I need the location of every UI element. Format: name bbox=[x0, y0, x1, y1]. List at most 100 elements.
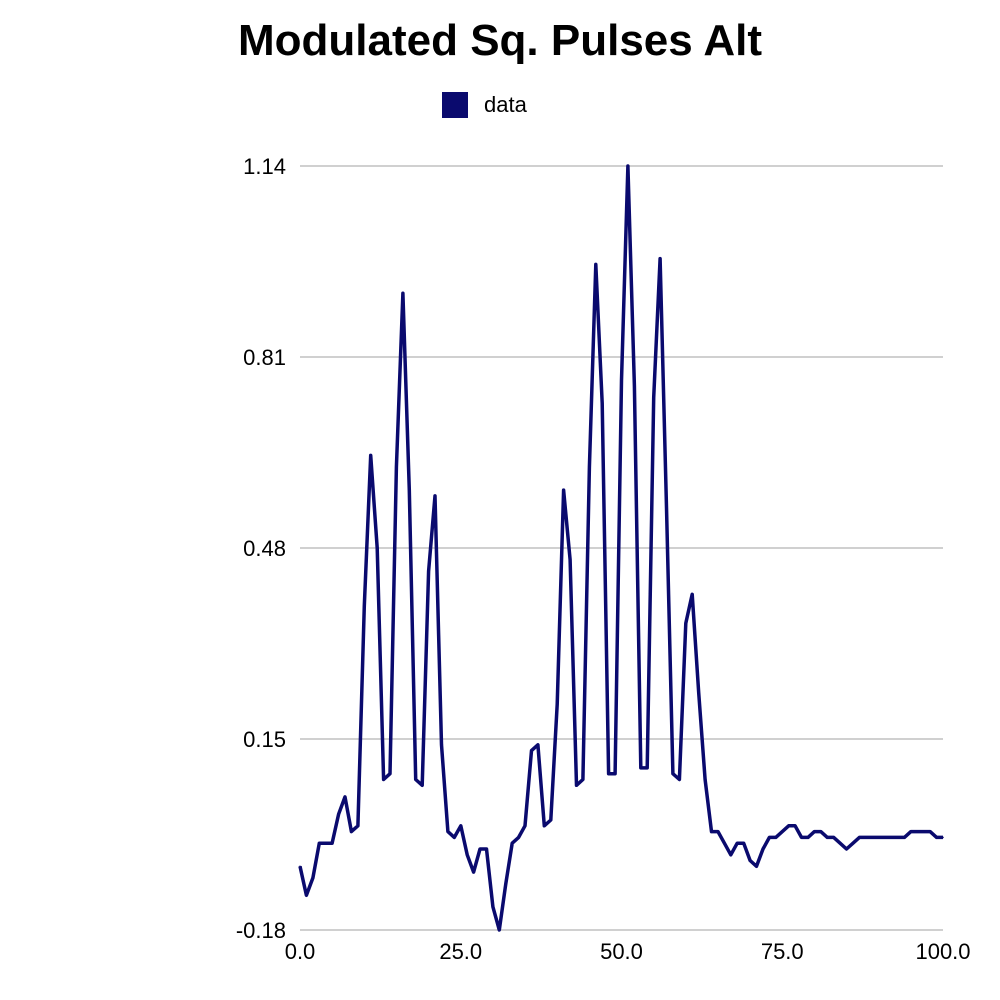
y-tick-label: 0.81 bbox=[243, 345, 286, 370]
data-point bbox=[318, 842, 321, 844]
data-point bbox=[620, 379, 623, 381]
y-tick-label: 1.14 bbox=[243, 154, 286, 179]
data-point bbox=[916, 830, 919, 833]
data-point bbox=[562, 489, 565, 491]
data-point bbox=[672, 772, 674, 775]
data-point bbox=[492, 906, 494, 908]
data-point bbox=[511, 842, 513, 844]
data-point bbox=[858, 836, 861, 839]
data-point bbox=[755, 865, 758, 868]
data-point bbox=[607, 772, 610, 775]
x-tick-label: 25.0 bbox=[439, 939, 482, 964]
data-point bbox=[524, 825, 526, 827]
data-point bbox=[569, 558, 571, 561]
y-tick-label: 0.15 bbox=[243, 727, 286, 752]
data-point bbox=[877, 836, 880, 839]
data-point bbox=[646, 767, 649, 769]
data-point bbox=[665, 506, 668, 509]
data-point bbox=[369, 454, 372, 457]
data-point bbox=[826, 836, 829, 839]
data-point bbox=[749, 859, 751, 862]
data-point bbox=[331, 842, 333, 844]
data-point bbox=[575, 784, 578, 787]
data-point bbox=[710, 830, 713, 833]
data-point bbox=[459, 825, 462, 827]
data-point bbox=[768, 836, 771, 839]
data-point bbox=[890, 836, 893, 839]
data-point bbox=[910, 830, 912, 833]
data-point bbox=[633, 385, 636, 387]
y-tick-label: -0.18 bbox=[236, 918, 286, 943]
data-point bbox=[903, 836, 906, 839]
data-point bbox=[601, 402, 604, 405]
data-point bbox=[691, 593, 694, 596]
data-point bbox=[845, 848, 848, 850]
data-point bbox=[775, 836, 777, 839]
series-layer bbox=[298, 164, 944, 932]
data-point bbox=[832, 836, 835, 839]
data-point bbox=[697, 691, 700, 694]
legend-swatch bbox=[442, 92, 468, 118]
data-point bbox=[395, 466, 398, 468]
data-point bbox=[929, 830, 931, 833]
data-point bbox=[344, 796, 346, 798]
data-point bbox=[922, 830, 925, 833]
data-point bbox=[440, 743, 443, 746]
data-point bbox=[312, 877, 314, 879]
data-point bbox=[627, 165, 629, 167]
data-point bbox=[357, 825, 359, 827]
data-point bbox=[402, 292, 404, 295]
data-point bbox=[813, 830, 816, 833]
data-point bbox=[421, 784, 423, 787]
data-point bbox=[434, 495, 436, 497]
legend-label: data bbox=[484, 92, 527, 117]
data-point bbox=[884, 836, 886, 839]
data-point bbox=[678, 778, 681, 781]
data-point bbox=[865, 836, 867, 839]
data-point bbox=[942, 836, 944, 839]
data-point bbox=[742, 842, 745, 844]
data-point bbox=[730, 853, 732, 856]
data-point bbox=[717, 830, 719, 833]
data-point bbox=[787, 825, 790, 827]
y-tick-label: 0.48 bbox=[243, 536, 286, 561]
legend: data bbox=[442, 92, 527, 118]
data-point bbox=[639, 767, 642, 769]
data-point bbox=[871, 836, 874, 839]
chart-title: Modulated Sq. Pulses Alt bbox=[238, 16, 762, 65]
data-point bbox=[504, 882, 507, 885]
data-point bbox=[472, 871, 475, 873]
data-point bbox=[820, 830, 822, 833]
y-axis-ticks: -0.18 0.15 0.48 0.81 1.14 bbox=[236, 154, 286, 943]
data-point bbox=[299, 865, 301, 868]
data-point bbox=[324, 842, 327, 844]
data-point bbox=[447, 830, 449, 833]
data-point bbox=[852, 842, 854, 844]
data-point bbox=[839, 842, 841, 844]
data-point bbox=[588, 466, 591, 468]
data-point bbox=[414, 778, 417, 781]
data-point bbox=[935, 836, 938, 839]
data-point bbox=[582, 778, 584, 781]
data-point bbox=[781, 830, 784, 833]
data-point bbox=[350, 830, 353, 833]
data-point bbox=[800, 836, 803, 839]
data-point bbox=[466, 853, 468, 856]
data-point bbox=[498, 929, 501, 931]
data-point bbox=[556, 703, 558, 706]
data-point bbox=[807, 836, 809, 839]
x-axis-ticks: 0.0 25.0 50.0 75.0 100.0 bbox=[285, 939, 971, 964]
data-point bbox=[652, 396, 655, 399]
data-point bbox=[376, 547, 378, 549]
x-tick-label: 75.0 bbox=[761, 939, 804, 964]
x-tick-label: 100.0 bbox=[915, 939, 970, 964]
data-point bbox=[736, 842, 739, 844]
data-point bbox=[685, 622, 687, 625]
data-point bbox=[479, 848, 481, 850]
data-point bbox=[530, 749, 533, 752]
data-point bbox=[382, 778, 385, 781]
data-point bbox=[363, 605, 366, 607]
data-point bbox=[549, 819, 552, 821]
data-point bbox=[408, 489, 411, 491]
